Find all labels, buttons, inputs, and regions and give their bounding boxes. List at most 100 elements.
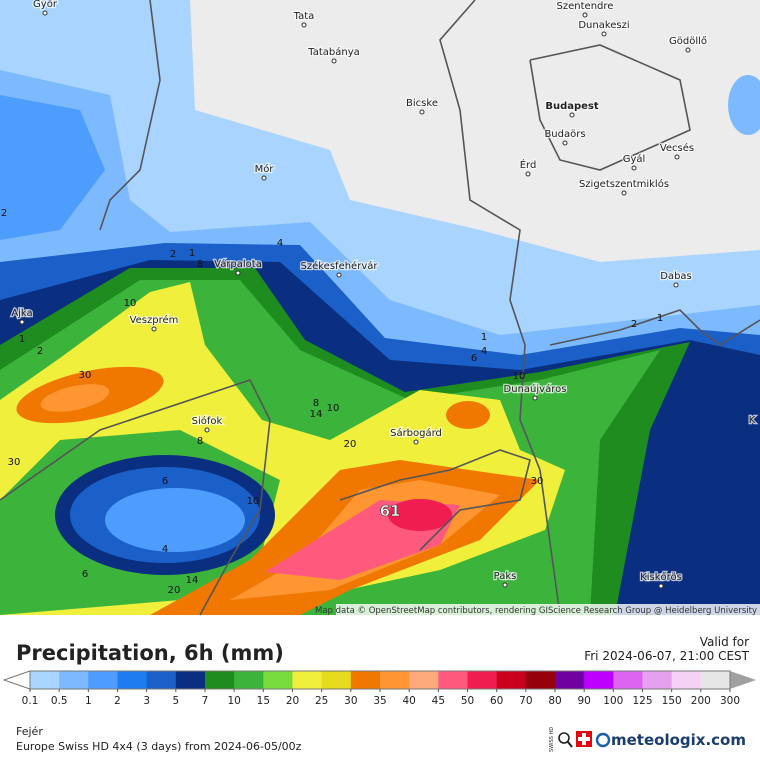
city-dot (621, 190, 627, 196)
city-label: Gyál (623, 153, 646, 165)
colorbar-box (321, 671, 352, 689)
colorbar-box (613, 671, 643, 689)
colorbar: 0.1 0.5 1 2 3 5 7 10 15 20 25 30 35 40 45 50 60 70 80 90 100… (2, 670, 756, 707)
peak-label: 61 (380, 502, 401, 520)
colorbar-box (175, 671, 206, 689)
city-label: Székesfehérvár (301, 260, 379, 272)
contour-label: 10 (327, 403, 340, 414)
colorbar-box (700, 671, 731, 689)
city-dot (502, 582, 508, 588)
colorbar-tick-label: 90 (577, 695, 590, 707)
city-label: Gödöllő (669, 35, 707, 47)
colorbar-tick-label: 70 (519, 695, 532, 707)
city-label: Dunaújváros (504, 383, 567, 395)
city-label: Bicske (406, 98, 438, 109)
contour-label: 1 (657, 313, 663, 324)
contour-label: 1 (19, 334, 25, 345)
city-dot (525, 171, 531, 177)
contour-label: 30 (79, 370, 92, 381)
contour-label: 30 (8, 457, 21, 468)
colorbar-tick-label: 20 (286, 695, 299, 707)
city-label: Szentendre (557, 1, 614, 12)
contour-label: 20 (344, 439, 357, 450)
city-label: Várpalota (214, 258, 262, 270)
colorbar-tick-label: 125 (632, 695, 652, 707)
colorbar-box (380, 671, 410, 689)
colorbar-box (350, 671, 381, 689)
contour-label: 2 (1, 208, 7, 219)
city-dot (19, 319, 25, 325)
colorbar-box (525, 671, 556, 689)
valid-label: Valid for (700, 635, 749, 649)
city-label: Budapest (545, 101, 599, 112)
contour-label: 4 (277, 238, 283, 249)
contour-label: 6 (82, 569, 88, 580)
city-label: Budaörs (544, 129, 585, 140)
colorbar-box (117, 671, 148, 689)
colorbar-tick-label: 60 (490, 695, 503, 707)
city-label: Sárbogárd (390, 427, 442, 439)
colorbar-box (467, 671, 498, 689)
colorbar-tick-label: 80 (548, 695, 561, 707)
city-label: Dabas (660, 271, 692, 282)
colorbar-tick-label: 3 (143, 695, 150, 707)
contour-label: 6 (162, 476, 168, 487)
city-dot (204, 427, 210, 433)
colorbar-box (584, 671, 614, 689)
map: Győr Tata Tatabánya Szentendre Dunakeszi Gödö… (0, 0, 760, 616)
city-label: Szigetszentmiklós (579, 178, 669, 190)
colorbar-tick-label: 5 (172, 695, 179, 707)
colorbar-tick-label: 35 (373, 695, 386, 707)
colorbar-tick-label: 15 (257, 695, 270, 707)
colorbar-box (292, 671, 323, 689)
contour-label: 6 (471, 353, 477, 364)
city-dot (532, 395, 538, 401)
city-label: Érd (520, 158, 537, 171)
colorbar-tick-label: 300 (720, 695, 740, 707)
contour-label: 8 (313, 398, 319, 409)
colorbar-tick-label: 7 (202, 695, 209, 707)
city-dot (235, 270, 241, 276)
badge: SWISS HD (549, 727, 555, 752)
city-dot (658, 583, 664, 589)
colorbar-tick-label: 45 (432, 695, 445, 707)
colorbar-box (496, 671, 527, 689)
city-label: Mór (255, 163, 275, 175)
colorbar-box (88, 671, 118, 689)
colorbar-tick-label: 50 (461, 695, 474, 707)
colorbar-tick-label: 200 (691, 695, 711, 707)
colorbar-box (671, 671, 702, 689)
valid-time: Fri 2024-06-07, 21:00 CEST (584, 649, 749, 663)
city-dot (261, 175, 267, 181)
brand: meteologix.com (611, 731, 746, 749)
colorbar-tick-label: 100 (603, 695, 623, 707)
city-label: K (749, 415, 756, 426)
city-label: Dunakeszi (578, 20, 629, 31)
location: Fejér (16, 725, 43, 738)
city-label: Kiskőrös (640, 571, 682, 583)
city-dot (601, 31, 607, 37)
colorbar-tick-label: 10 (227, 695, 240, 707)
city-label: Tatabánya (307, 46, 360, 58)
contour-label: 2 (631, 319, 637, 330)
colorbar-under (2, 670, 31, 690)
colorbar-box (59, 671, 89, 689)
city-dot (301, 22, 307, 28)
contour-label: 8 (197, 259, 203, 270)
contour-label: 2 (170, 249, 176, 260)
contour-label: 14 (186, 575, 199, 586)
contour-label: 4 (162, 544, 168, 555)
colorbar-tick-label: 0.1 (22, 695, 39, 707)
contour-label: 30 (531, 476, 544, 487)
city-label: Veszprém (130, 314, 179, 326)
colorbar-tick-label: 0.5 (51, 695, 68, 707)
contour-label: 10 (247, 496, 260, 507)
colorbar-box (409, 671, 439, 689)
contour-label: 20 (168, 585, 181, 596)
city-dot (413, 439, 419, 445)
contour-label: 14 (310, 409, 323, 420)
colorbar-box (438, 671, 468, 689)
colorbar-box (146, 671, 177, 689)
colorbar-tick-label: 25 (315, 695, 328, 707)
city-dot (674, 154, 680, 160)
